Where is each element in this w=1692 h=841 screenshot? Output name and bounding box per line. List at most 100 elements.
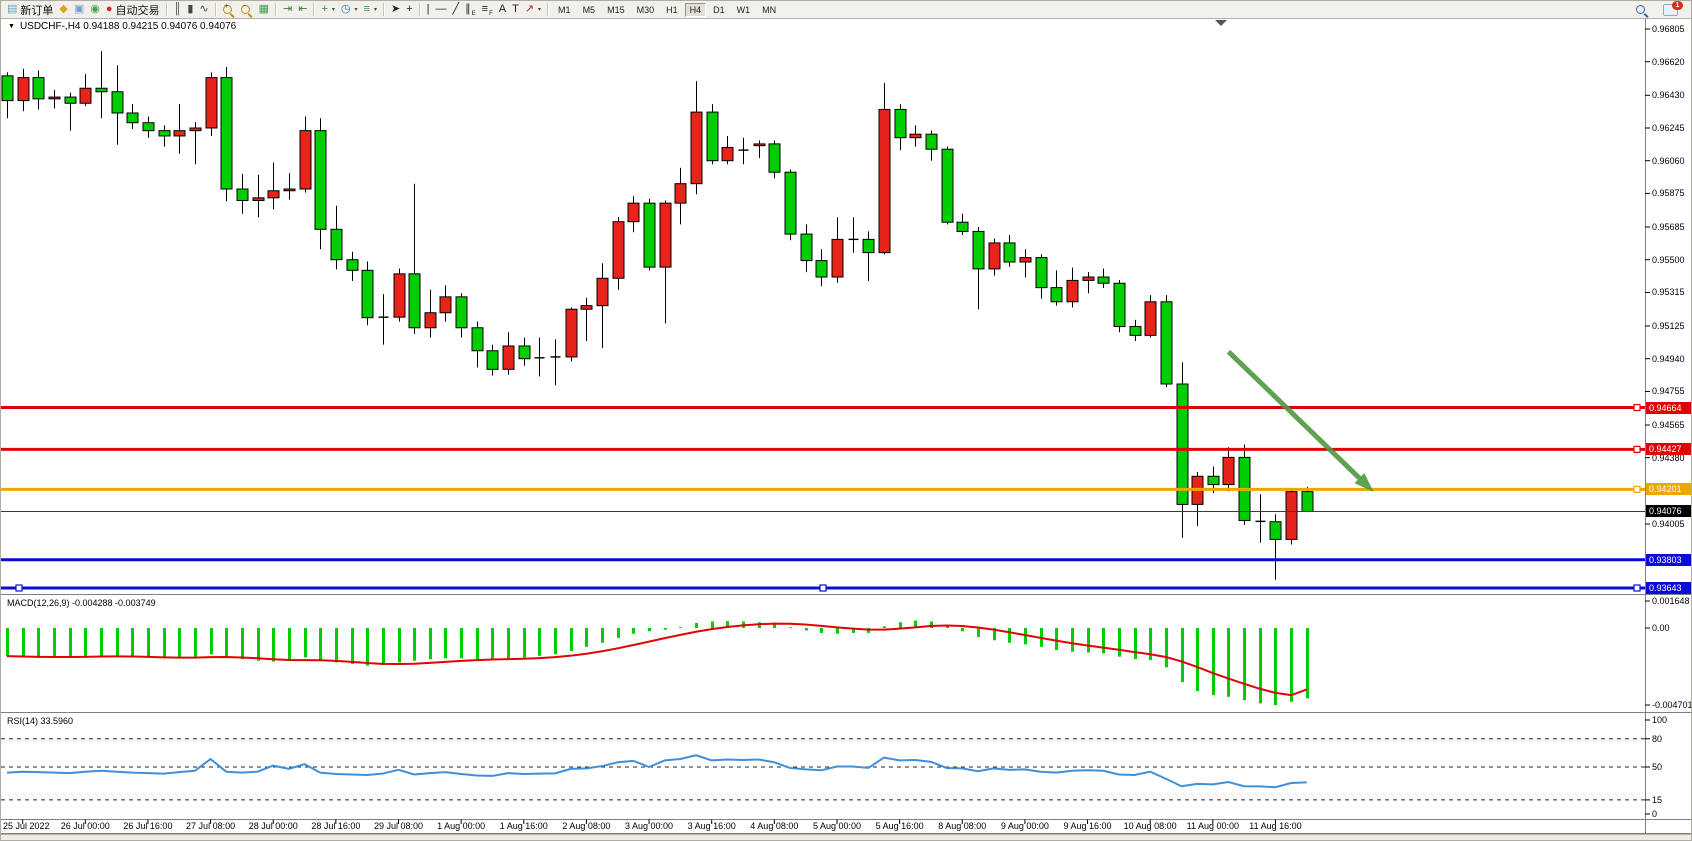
cursor-button[interactable]: ➤ (388, 2, 403, 17)
candle-body (1222, 456, 1235, 486)
candle-body (659, 202, 672, 268)
bar-chart-button[interactable]: ║ (171, 2, 185, 17)
candle-body (1301, 491, 1314, 512)
notification-badge: 1 (1672, 1, 1683, 10)
history-icon: ◆ (59, 3, 68, 15)
timeframe-m30-button[interactable]: M30 (636, 4, 655, 15)
indicators-button-dropdown-icon[interactable]: ▾ (331, 7, 335, 13)
market-watch-button[interactable]: ▣ (71, 2, 87, 17)
text-button[interactable]: A (496, 2, 509, 17)
chart-shift-marker[interactable] (1215, 20, 1227, 26)
history-center-button[interactable]: ◆ (56, 2, 70, 17)
periods-button[interactable]: ◷ ▾ (338, 2, 361, 17)
timeframe-h1-button[interactable]: H1 (666, 4, 678, 15)
candle-body (1207, 475, 1220, 486)
candle-body (439, 296, 452, 314)
trend-arrow-annotation[interactable] (1226, 349, 1362, 480)
line-chart-button[interactable]: ∿ (196, 2, 211, 17)
candle-body (189, 127, 202, 132)
toolbar-right-group: 1 (1633, 1, 1691, 17)
timeframe-m5-button[interactable]: M5 (582, 4, 596, 15)
cursor-icon: ➤ (390, 3, 401, 15)
autotrade-button[interactable]: ● 自动交易 (103, 2, 163, 17)
signals-button[interactable]: ◉ (87, 2, 103, 17)
timeframe-d1-button[interactable]: D1 (713, 4, 725, 15)
notifications-button[interactable]: 1 (1660, 1, 1683, 17)
candle-body (956, 221, 969, 232)
search-button[interactable] (1633, 2, 1651, 17)
fibonacci-icon: ≡ (481, 3, 489, 15)
candle-body (314, 130, 327, 230)
status-bar (1, 834, 1691, 840)
new-order-button[interactable]: ▤ 新订单 (4, 2, 56, 17)
search-icon (1636, 4, 1648, 17)
vertical-line-button[interactable]: | (424, 2, 433, 17)
indicators-button[interactable]: + ▾ (318, 2, 337, 17)
crosshair-button[interactable]: + (403, 2, 415, 17)
candle-body (565, 308, 578, 358)
timeframe-m1-button[interactable]: M1 (558, 4, 571, 15)
zoom-in-button[interactable]: + (220, 2, 238, 17)
line-handle[interactable] (1633, 584, 1641, 592)
templates-button-dropdown-icon[interactable]: ▾ (373, 7, 377, 13)
candle-body (862, 238, 875, 254)
candle-body (1035, 257, 1048, 289)
periods-button-dropdown-icon[interactable]: ▾ (354, 7, 358, 13)
line-handle[interactable] (15, 584, 23, 592)
candle-body (1066, 279, 1079, 303)
chart-title[interactable]: ▼ USDCHF-,H4 0.94188 0.94215 0.94076 0.9… (8, 21, 236, 32)
autotrade-button-label: 自动交易 (115, 4, 160, 17)
arrows-button[interactable]: ↗ ▾ (522, 2, 544, 17)
candle-body (424, 312, 437, 329)
fibonacci-icon-sub-label: F (489, 11, 493, 17)
candle-body (1082, 276, 1095, 281)
zoom-out-icon: − (240, 3, 253, 17)
text-label-button[interactable]: T (509, 2, 522, 17)
timeframe-h4-button[interactable]: H4 (684, 2, 707, 17)
candle-body (111, 91, 124, 114)
new-order-icon: ▤ (7, 3, 18, 15)
timeframe-w1-button[interactable]: W1 (736, 4, 751, 15)
main-toolbar: ▤ 新订单 ◆ ▣ ◉ ● 自动交易 ║ ▮ ∿ + − ▦ ⇥ ⇤ + ▾ ◷ ▾ ≡ ▾ ➤ + | — ╱ ∥ E ≡ F A T ↗ ▾ M… (1, 1, 1691, 19)
toolbar-separator (547, 3, 550, 16)
arrows-icon: ↗ (524, 3, 535, 15)
zoom-out-button[interactable]: − (238, 2, 256, 17)
line-handle[interactable] (819, 584, 827, 592)
channel-icon: ∥ (465, 3, 471, 15)
autotrade-icon: ● (105, 3, 113, 15)
timeframe-m15-button[interactable]: M15 (607, 4, 625, 15)
candle-body (518, 345, 531, 360)
line-handle[interactable] (1633, 445, 1641, 454)
candle-body (612, 221, 625, 279)
chart-shift-button[interactable]: ⇤ (295, 2, 310, 17)
candle-chart-button[interactable]: ▮ (184, 2, 196, 17)
candle-body (1097, 276, 1110, 284)
line-handle[interactable] (1633, 485, 1641, 493)
candle-body (455, 296, 468, 329)
arrows-button-dropdown-icon[interactable]: ▾ (538, 7, 542, 13)
templates-button[interactable]: ≡ ▾ (361, 2, 380, 17)
tile-windows-button[interactable]: ▦ (256, 2, 272, 17)
candle-body (596, 277, 609, 307)
horizontal-line-button[interactable]: — (433, 2, 450, 17)
toolbar-separator (275, 3, 278, 16)
candle-body (1176, 383, 1189, 505)
line-handle[interactable] (1633, 403, 1641, 412)
timeframe-mn-button[interactable]: MN (762, 4, 777, 15)
candle-body (330, 228, 343, 261)
symbol-dropdown-icon[interactable]: ▼ (8, 23, 15, 30)
equidistant-channel-button[interactable]: ∥ E (462, 2, 479, 17)
candle-body (361, 269, 374, 319)
candle-body (784, 171, 797, 235)
auto-scroll-button[interactable]: ⇥ (280, 2, 295, 17)
candle-body (909, 133, 922, 139)
candles-chart-icon: ▮ (187, 3, 194, 15)
trendline-button[interactable]: ╱ (450, 2, 463, 17)
candle-body (800, 233, 813, 262)
candle-body (1050, 287, 1063, 303)
candle-body (158, 130, 171, 137)
tile-windows-icon: ▦ (258, 3, 270, 15)
zoom-in-icon: + (222, 3, 235, 17)
fibonacci-button[interactable]: ≡ F (479, 2, 496, 17)
